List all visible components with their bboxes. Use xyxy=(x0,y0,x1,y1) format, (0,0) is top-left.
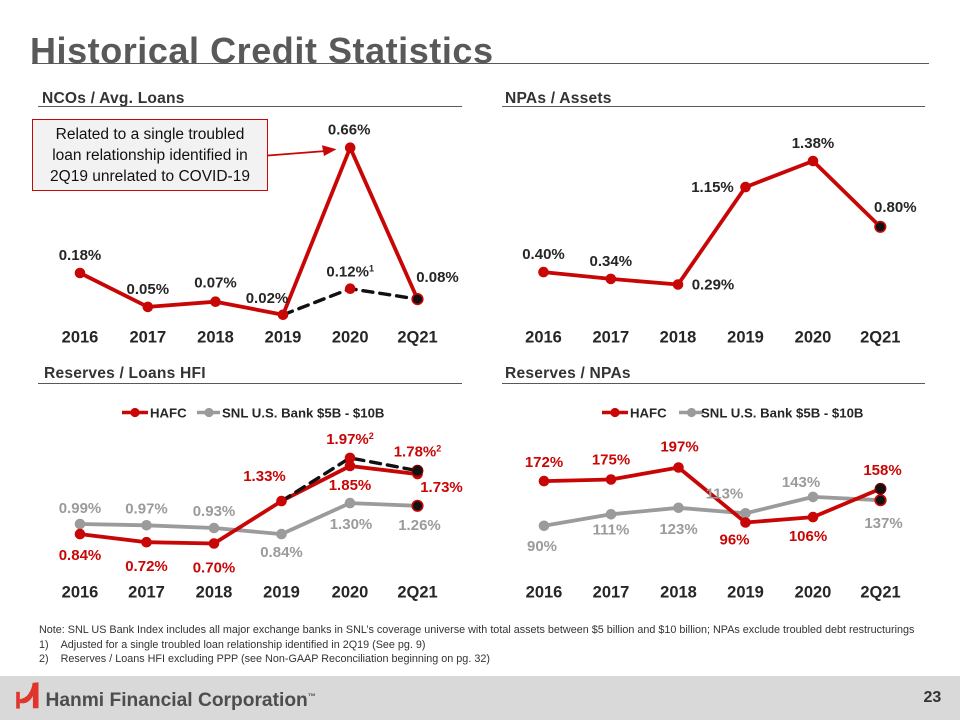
svg-text:1.97%2: 1.97%2 xyxy=(326,431,374,448)
svg-text:111%: 111% xyxy=(593,521,630,538)
svg-text:2018: 2018 xyxy=(197,329,234,347)
svg-text:SNL U.S. Bank $5B - $10B: SNL U.S. Bank $5B - $10B xyxy=(222,405,384,420)
svg-text:2020: 2020 xyxy=(795,329,832,347)
svg-text:1.78%2: 1.78%2 xyxy=(394,444,442,461)
svg-text:2017: 2017 xyxy=(592,329,629,347)
svg-text:0.34%: 0.34% xyxy=(590,253,633,270)
svg-text:96%: 96% xyxy=(719,532,749,549)
svg-text:2Q21: 2Q21 xyxy=(860,584,900,602)
svg-text:2019: 2019 xyxy=(263,584,300,602)
svg-text:1.26%: 1.26% xyxy=(398,517,441,534)
svg-text:0.93%: 0.93% xyxy=(193,503,236,520)
svg-text:0.02%: 0.02% xyxy=(246,290,289,307)
svg-text:HAFC: HAFC xyxy=(630,405,667,420)
svg-text:1.38%: 1.38% xyxy=(792,135,835,152)
svg-text:2019: 2019 xyxy=(727,584,764,602)
svg-text:0.29%: 0.29% xyxy=(692,277,735,294)
svg-text:0.72%: 0.72% xyxy=(125,558,168,575)
svg-text:1.85%: 1.85% xyxy=(329,477,372,494)
svg-text:0.08%: 0.08% xyxy=(416,269,459,286)
svg-text:1.30%: 1.30% xyxy=(330,516,373,533)
svg-text:2016: 2016 xyxy=(62,584,99,602)
svg-text:0.80%: 0.80% xyxy=(874,199,917,216)
svg-text:0.84%: 0.84% xyxy=(260,544,303,561)
svg-text:0.12%1: 0.12%1 xyxy=(326,264,374,281)
svg-text:SNL U.S. Bank $5B - $10B: SNL U.S. Bank $5B - $10B xyxy=(701,405,863,420)
svg-text:2Q21: 2Q21 xyxy=(397,329,437,347)
svg-text:2018: 2018 xyxy=(660,329,697,347)
svg-text:175%: 175% xyxy=(592,452,630,469)
svg-text:113%: 113% xyxy=(706,485,744,502)
svg-text:2Q21: 2Q21 xyxy=(860,329,900,347)
svg-text:0.97%: 0.97% xyxy=(125,500,168,517)
svg-text:0.70%: 0.70% xyxy=(193,560,236,577)
svg-text:2018: 2018 xyxy=(660,584,697,602)
svg-text:2017: 2017 xyxy=(128,584,165,602)
svg-text:0.07%: 0.07% xyxy=(194,275,237,292)
svg-text:1.15%: 1.15% xyxy=(691,179,734,196)
svg-text:2019: 2019 xyxy=(727,329,764,347)
svg-text:137%: 137% xyxy=(864,515,902,532)
svg-text:0.99%: 0.99% xyxy=(59,500,102,517)
svg-text:0.18%: 0.18% xyxy=(59,247,102,264)
svg-text:158%: 158% xyxy=(863,462,901,479)
svg-text:197%: 197% xyxy=(660,439,698,456)
svg-text:2020: 2020 xyxy=(332,584,369,602)
svg-text:0.40%: 0.40% xyxy=(522,246,565,263)
svg-text:2020: 2020 xyxy=(795,584,832,602)
svg-text:0.84%: 0.84% xyxy=(59,547,102,564)
svg-text:HAFC: HAFC xyxy=(150,405,187,420)
svg-text:90%: 90% xyxy=(527,538,557,555)
svg-text:2016: 2016 xyxy=(62,329,99,347)
svg-text:2016: 2016 xyxy=(525,329,562,347)
svg-text:2020: 2020 xyxy=(332,329,369,347)
svg-text:2016: 2016 xyxy=(526,584,563,602)
svg-text:143%: 143% xyxy=(782,474,820,491)
svg-text:2017: 2017 xyxy=(593,584,630,602)
svg-text:106%: 106% xyxy=(789,528,827,545)
svg-text:0.05%: 0.05% xyxy=(127,281,170,298)
svg-text:1.33%: 1.33% xyxy=(243,468,286,485)
svg-text:1.73%: 1.73% xyxy=(420,479,463,496)
svg-text:2018: 2018 xyxy=(196,584,233,602)
svg-text:2Q21: 2Q21 xyxy=(397,584,437,602)
svg-text:2017: 2017 xyxy=(129,329,166,347)
svg-text:2019: 2019 xyxy=(265,329,302,347)
svg-text:172%: 172% xyxy=(525,454,563,471)
svg-text:123%: 123% xyxy=(659,521,697,538)
svg-text:0.66%: 0.66% xyxy=(328,122,371,139)
